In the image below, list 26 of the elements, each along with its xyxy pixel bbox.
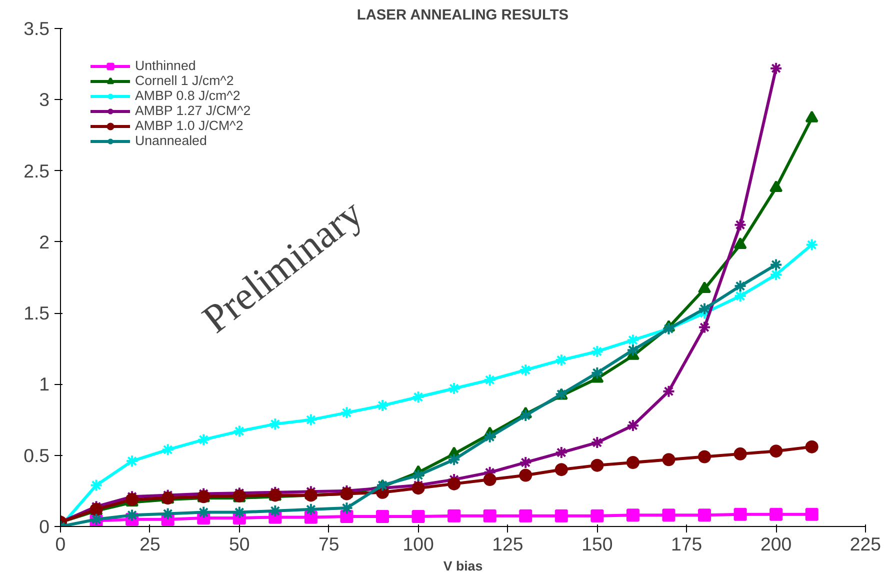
- y-tick-label: 3.5: [24, 18, 50, 39]
- legend-label: Unthinned: [135, 58, 196, 73]
- y-tick-label: 0.5: [24, 444, 50, 466]
- x-tick-label: 150: [582, 534, 613, 554]
- x-tick-label: 125: [492, 534, 524, 554]
- legend-label: Cornell 1 J/cm^2: [135, 73, 234, 88]
- x-tick-label: 0: [55, 534, 66, 554]
- chart-title: LASER ANNEALING RESULTS: [356, 8, 569, 24]
- x-tick-label: 100: [402, 534, 434, 554]
- legend-label: AMBP 1.0 J/CM^2: [135, 118, 244, 133]
- x-tick-label: 50: [229, 534, 250, 554]
- legend-label: AMBP 0.8 J/cm^2: [135, 88, 240, 103]
- y-tick-label: 2: [39, 231, 50, 252]
- y-tick-label: 3: [39, 89, 50, 110]
- y-tick-label: 1: [39, 374, 50, 395]
- legend-label: Unannealed: [135, 133, 207, 148]
- y-tick-label: 1.5: [24, 302, 50, 324]
- legend-label: AMBP 1.27 J/CM^2: [135, 103, 251, 118]
- y-tick-label: 0: [39, 516, 50, 537]
- x-tick-label: 75: [318, 534, 340, 554]
- x-tick-label: 200: [760, 534, 792, 554]
- x-tick-label: 25: [140, 534, 160, 554]
- x-tick-label: 175: [671, 534, 702, 554]
- x-axis-title: V bias: [443, 558, 483, 574]
- y-tick-label: 2.5: [24, 160, 50, 182]
- x-tick-label: 225: [850, 534, 882, 554]
